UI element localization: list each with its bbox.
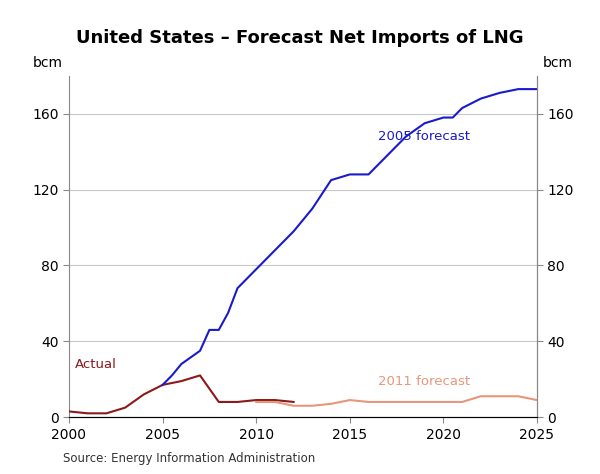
Text: Actual: Actual [74, 357, 116, 371]
Text: bcm: bcm [33, 56, 63, 70]
Text: United States – Forecast Net Imports of LNG: United States – Forecast Net Imports of … [76, 29, 524, 47]
Text: 2005 forecast: 2005 forecast [378, 130, 470, 143]
Text: 2011 forecast: 2011 forecast [378, 374, 470, 388]
Text: bcm: bcm [543, 56, 573, 70]
Text: Source: Energy Information Administration: Source: Energy Information Administratio… [63, 452, 315, 465]
